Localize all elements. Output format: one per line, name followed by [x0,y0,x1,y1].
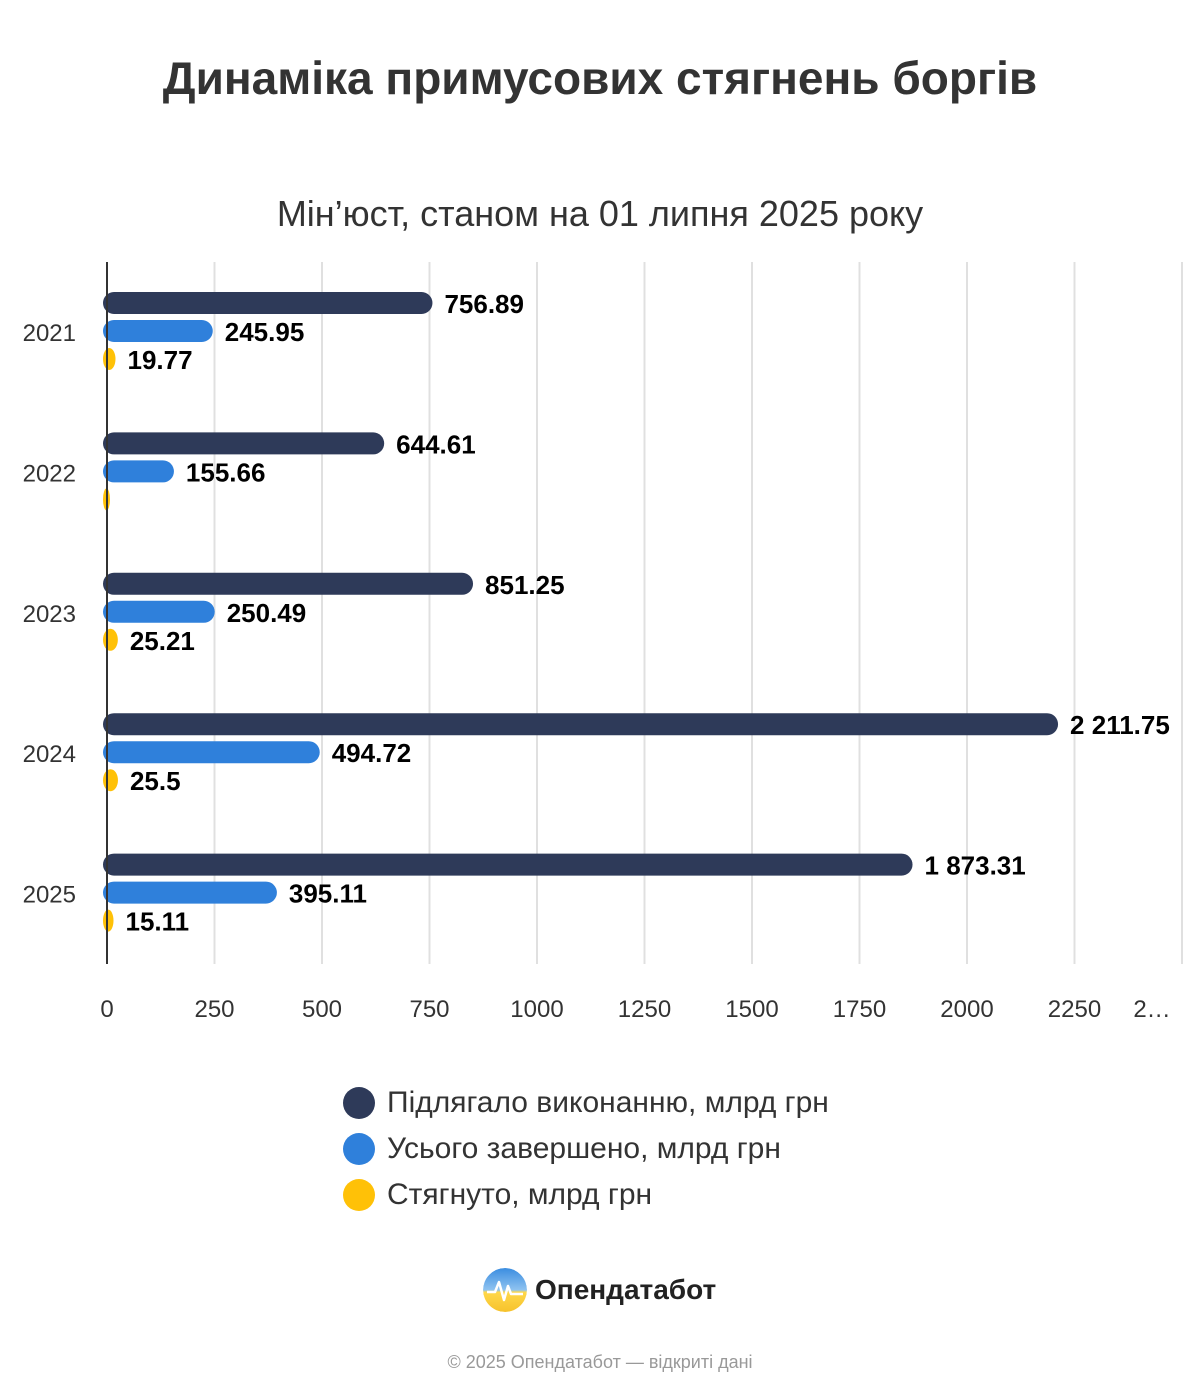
bar-due[interactable] [103,853,913,876]
data-label: 644.61 [396,429,476,459]
x-tick-label: 1250 [618,996,671,1023]
x-tick-label: 1500 [725,996,778,1023]
bar-completed[interactable] [103,881,277,904]
y-category-label: 2025 [23,882,76,909]
legend-label-collected: Стягнуто, млрд грн [387,1178,653,1211]
x-tick-label: 250 [194,996,234,1023]
bar-collected[interactable] [103,769,118,792]
x-tick-label: 750 [409,996,449,1023]
data-label: 245.95 [225,317,305,347]
x-tick-label: 2000 [940,996,993,1023]
brand[interactable]: Опендатабот [483,1268,716,1312]
legend-label-completed: Усього завершено, млрд грн [387,1132,781,1165]
bar-completed[interactable] [103,320,213,342]
y-category-label: 2022 [23,460,76,487]
data-label: 15.11 [125,907,189,937]
data-label: 25.5 [130,766,181,796]
opendatabot-logo-icon [483,1268,527,1312]
bar-completed[interactable] [103,600,215,623]
data-label: 25.21 [130,626,195,656]
legend-label-due: Підлягало виконанню, млрд грн [387,1086,829,1119]
data-label: 1 873.31 [925,851,1026,881]
y-category-label: 2023 [23,601,76,628]
x-tick-label: 1750 [833,996,886,1023]
data-label: 756.89 [444,289,524,319]
bar-completed[interactable] [103,460,174,483]
legend-item-collected[interactable]: Стягнуто, млрд грн [343,1172,829,1218]
chart-title: Динаміка примусових стягнень боргів [162,52,1038,104]
bar-due[interactable] [103,432,385,455]
data-label: 494.72 [332,738,412,768]
x-tick-label: 0 [100,996,113,1023]
data-label: 395.11 [289,879,367,909]
legend-marker-collected [343,1179,375,1211]
chart-subtitle: Мін’юст, станом на 01 липня 2025 року [276,193,924,234]
bar-collected[interactable] [103,348,116,370]
y-category-label: 2021 [23,320,76,347]
data-label: 155.66 [186,457,266,487]
chart-legend: Підлягало виконанню, млрд грн Усього зав… [343,1080,829,1218]
bar-completed[interactable] [103,741,320,764]
x-tick-label: 2… [1133,996,1170,1023]
data-label: 250.49 [227,598,307,628]
legend-item-due[interactable]: Підлягало виконанню, млрд грн [343,1080,829,1126]
bar-collected[interactable] [103,909,114,932]
x-tick-label: 500 [302,996,342,1023]
x-tick-label: 2250 [1048,996,1101,1023]
data-label: 2 211.75 [1070,710,1170,740]
bar-due[interactable] [103,572,474,595]
bar-collected[interactable] [103,628,118,651]
bar-chart: 0 250 500 750 1000 1250 1500 1750 2000 2250 2… 2021… [23,262,1183,1023]
data-label: 851.25 [485,570,565,600]
bar-due[interactable] [103,292,433,314]
footer-copyright: © 2025 Опендатабот — відкриті дані [447,1352,753,1372]
bar-due[interactable] [103,713,1059,736]
legend-item-completed[interactable]: Усього завершено, млрд грн [343,1126,829,1172]
x-tick-label: 1000 [510,996,563,1023]
legend-marker-completed [343,1133,375,1165]
y-category-label: 2024 [23,741,76,768]
data-label: 19.77 [128,345,193,375]
legend-marker-due [343,1087,375,1119]
brand-name: Опендатабот [535,1274,717,1305]
